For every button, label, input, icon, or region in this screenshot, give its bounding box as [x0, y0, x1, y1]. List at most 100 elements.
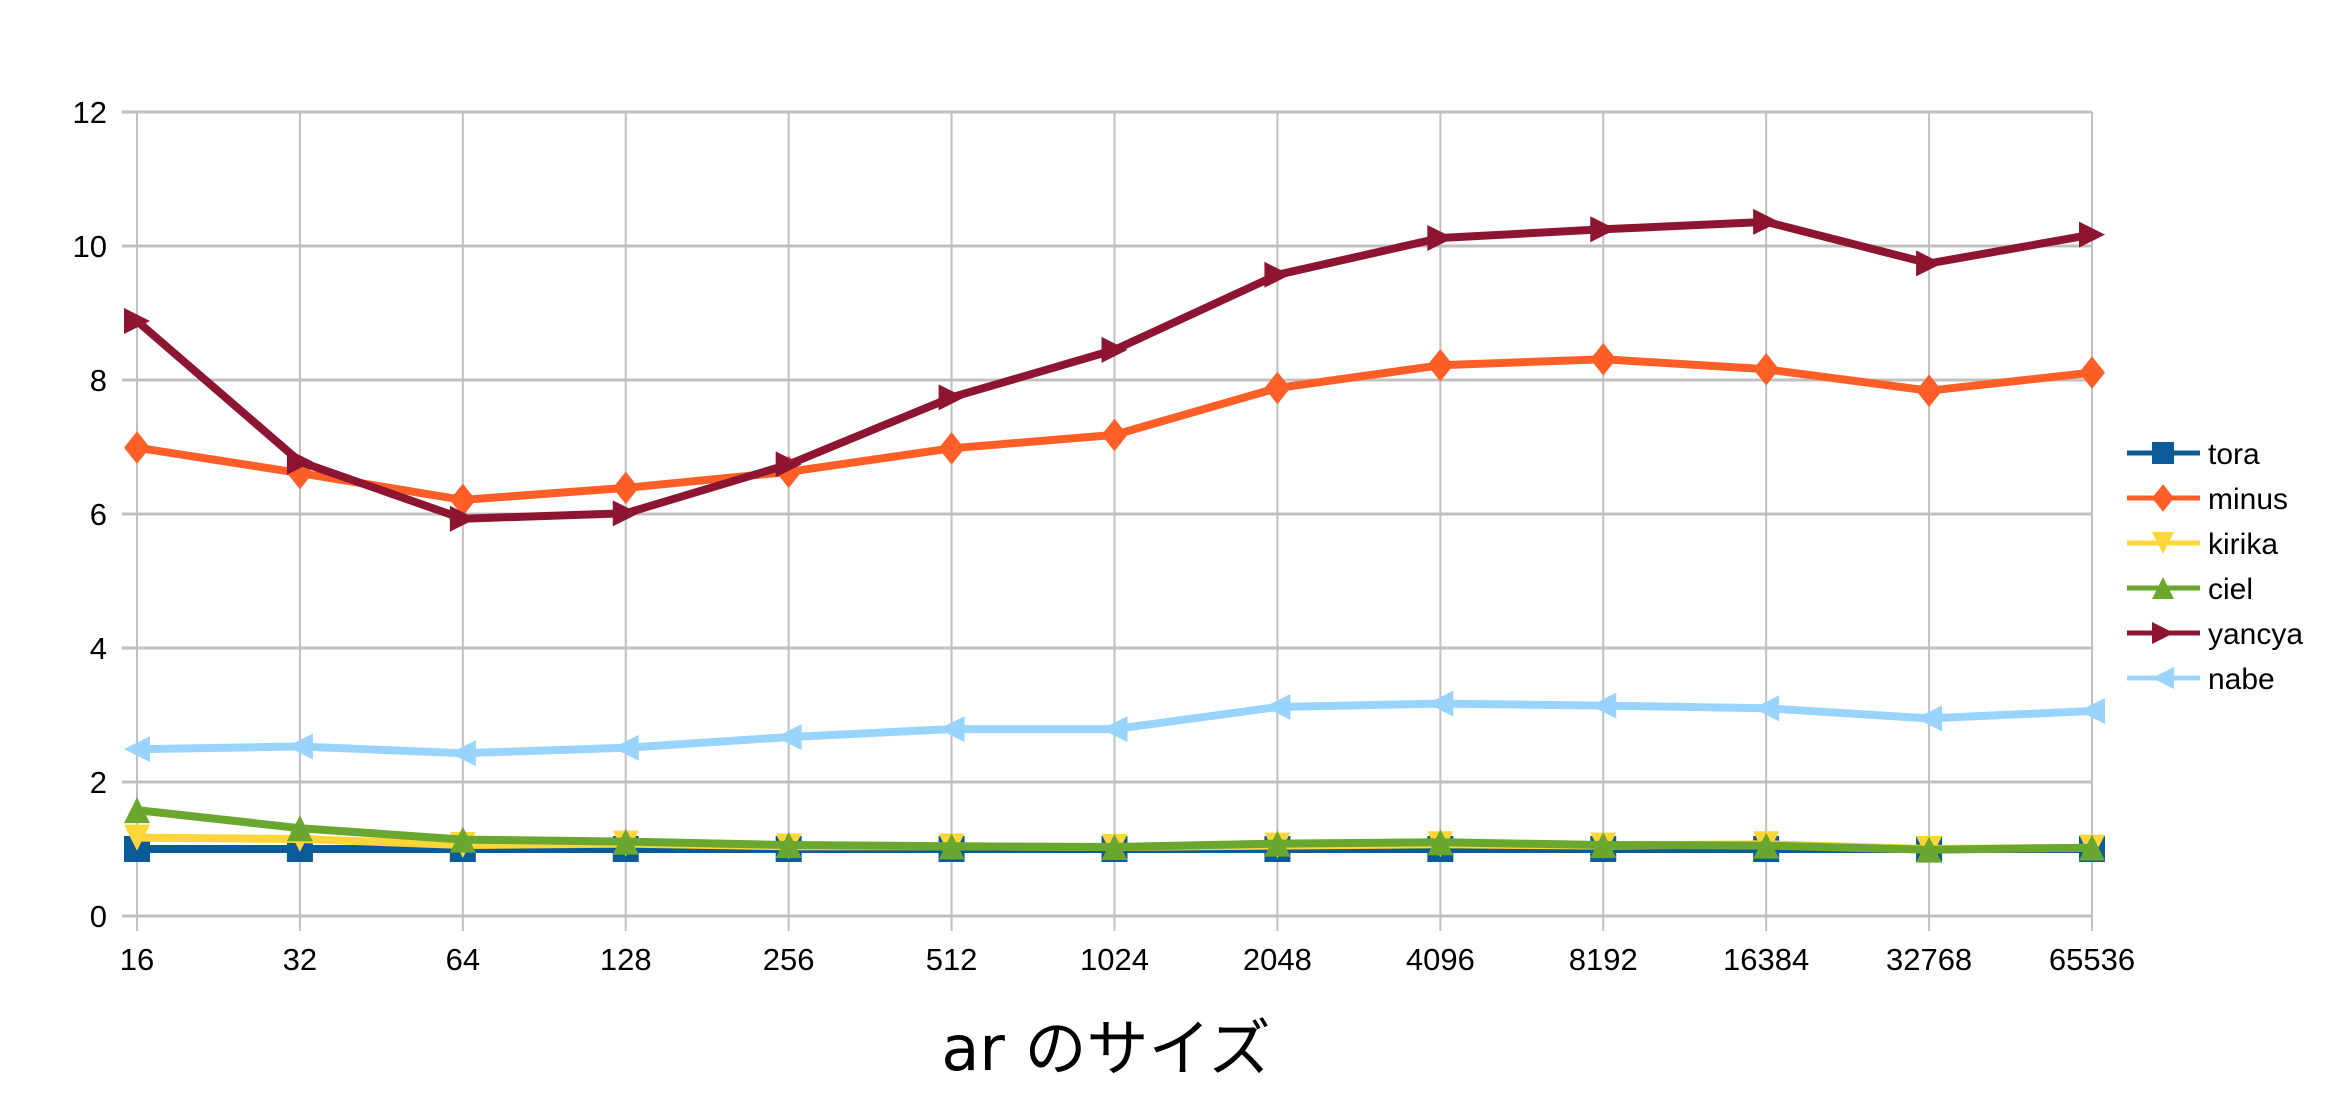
triangle-left-marker-icon [2079, 697, 2105, 724]
triangle-right-marker-icon [124, 308, 150, 335]
y-tick-label: 10 [73, 229, 107, 264]
y-tick-label: 8 [90, 363, 107, 398]
triangle-left-marker-icon [1753, 695, 1780, 722]
gridlines [122, 110, 2093, 931]
legend-item-nabe: nabe [2127, 663, 2275, 696]
triangle-right-marker-icon [775, 451, 802, 478]
triangle-right-marker-icon [1101, 336, 1128, 363]
legend-label: tora [2208, 438, 2260, 471]
x-tick-label: 1024 [1080, 942, 1149, 977]
triangle-up-marker-icon [612, 828, 639, 855]
triangle-right-marker-icon [1753, 208, 1780, 235]
y-axis-tick-labels: 0 2 4 6 8 10 12 [73, 95, 107, 934]
legend-item-yancya: yancya [2127, 618, 2303, 651]
x-tick-label: 4096 [1406, 942, 1475, 977]
triangle-left-marker-icon [775, 724, 802, 751]
triangle-up-marker-icon [775, 831, 802, 858]
diamond-marker-icon [938, 432, 965, 465]
triangle-left-marker-icon [938, 716, 965, 743]
legend-label: yancya [2208, 618, 2303, 651]
triangle-left-marker-icon [1916, 705, 1943, 732]
x-axis-tick-labels: 16 32 64 128 256 512 1024 2048 4096 8192 16384 3276… [120, 942, 2135, 977]
diamond-marker-icon [1264, 371, 1291, 405]
triangle-right-marker-icon [1264, 261, 1291, 288]
legend-label: nabe [2208, 663, 2275, 696]
triangle-up-marker-icon [938, 833, 965, 860]
x-tick-label: 65536 [2049, 942, 2135, 977]
x-axis-title: ar のサイズ [941, 1012, 1270, 1085]
x-tick-label: 16384 [1723, 942, 1809, 977]
x-tick-label: 64 [446, 942, 480, 977]
x-tick-label: 16 [120, 942, 154, 977]
x-tick-label: 32 [283, 942, 317, 977]
triangle-left-marker-icon [124, 736, 150, 763]
triangle-up-marker-icon [124, 797, 150, 824]
triangle-left-marker-icon [286, 733, 313, 760]
triangle-left-marker-icon [2152, 667, 2174, 689]
y-tick-label: 6 [90, 497, 107, 532]
legend-item-tora: tora [2127, 438, 2260, 471]
x-tick-label: 2048 [1243, 942, 1312, 977]
triangle-right-marker-icon [449, 505, 476, 532]
diamond-marker-icon [2079, 356, 2105, 389]
triangle-left-marker-icon [449, 740, 476, 767]
triangle-up-marker-icon [1427, 829, 1454, 856]
triangle-right-marker-icon [2152, 622, 2174, 644]
triangle-up-marker-icon [1590, 831, 1617, 858]
diamond-marker-icon [1916, 374, 1943, 407]
diamond-marker-icon [124, 431, 150, 464]
triangle-up-marker-icon [449, 826, 476, 853]
triangle-up-marker-icon [1916, 836, 1943, 863]
triangle-right-marker-icon [612, 500, 639, 527]
y-tick-label: 12 [73, 95, 107, 130]
x-tick-label: 512 [926, 942, 978, 977]
triangle-up-marker-icon [1264, 830, 1291, 857]
x-tick-label: 128 [600, 942, 652, 977]
triangle-up-marker-icon [1101, 833, 1128, 860]
triangle-up-marker-icon [286, 815, 313, 842]
diamond-marker-icon [1101, 418, 1128, 452]
diamond-marker-icon [1590, 342, 1617, 376]
plot-series [124, 208, 2105, 863]
diamond-marker-icon [612, 471, 639, 505]
legend: tora minus kirika ciel yancya nabe [2127, 438, 2303, 696]
triangle-up-marker-icon [1753, 832, 1780, 859]
series-yancya [124, 208, 2105, 532]
triangle-up-marker-icon [2152, 577, 2174, 599]
legend-label: minus [2208, 483, 2288, 516]
x-tick-label: 32768 [1886, 942, 1972, 977]
triangle-left-marker-icon [1101, 716, 1128, 743]
diamond-marker-icon [2152, 484, 2174, 512]
y-tick-label: 0 [90, 899, 107, 934]
triangle-right-marker-icon [2079, 221, 2105, 248]
legend-item-kirika: kirika [2127, 528, 2278, 561]
triangle-right-marker-icon [1427, 224, 1454, 251]
triangle-up-marker-icon [2079, 834, 2105, 861]
triangle-left-marker-icon [1264, 693, 1291, 720]
diamond-marker-icon [449, 483, 476, 517]
triangle-right-marker-icon [1916, 250, 1943, 277]
triangle-right-marker-icon [286, 448, 313, 475]
square-marker-icon [2152, 442, 2174, 464]
triangle-right-marker-icon [938, 384, 965, 411]
triangle-down-marker-icon [2152, 532, 2174, 554]
triangle-left-marker-icon [612, 734, 639, 761]
triangle-down-marker-icon [124, 824, 150, 851]
x-tick-label: 8192 [1569, 942, 1638, 977]
diamond-marker-icon [1427, 349, 1454, 382]
legend-item-minus: minus [2127, 483, 2288, 516]
triangle-right-marker-icon [1590, 216, 1617, 243]
triangle-left-marker-icon [1427, 690, 1454, 717]
y-tick-label: 2 [90, 765, 107, 800]
series-nabe [124, 690, 2105, 767]
diamond-marker-icon [1753, 353, 1780, 386]
legend-label: ciel [2208, 573, 2253, 606]
legend-item-ciel: ciel [2127, 573, 2253, 606]
legend-label: kirika [2208, 528, 2278, 561]
y-tick-label: 4 [90, 631, 107, 666]
series-ciel [124, 797, 2105, 863]
x-tick-label: 256 [763, 942, 815, 977]
triangle-left-marker-icon [1590, 692, 1617, 719]
